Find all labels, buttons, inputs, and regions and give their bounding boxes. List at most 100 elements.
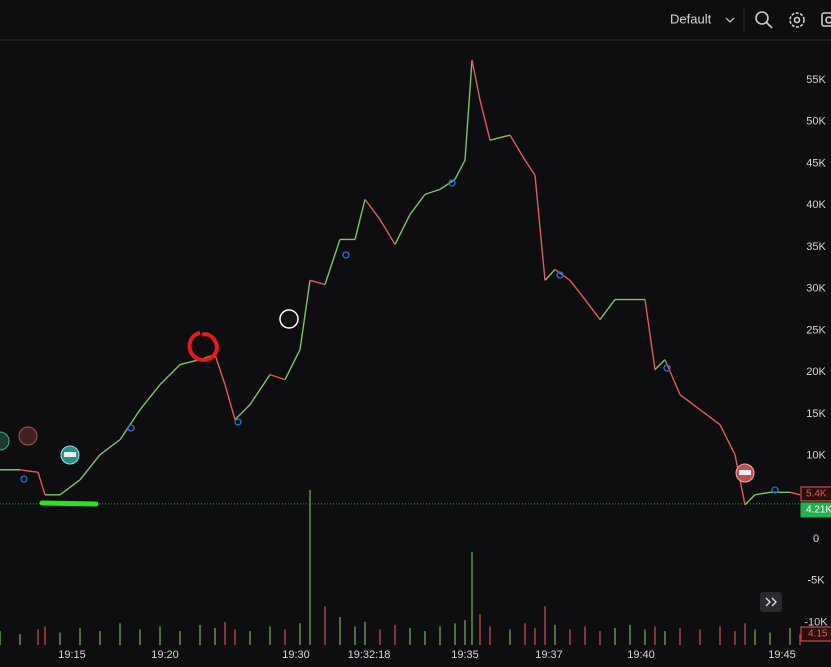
volume-bar bbox=[224, 621, 226, 645]
price-label-box bbox=[800, 502, 831, 518]
volume-bar bbox=[59, 632, 61, 645]
price-segment bbox=[534, 175, 546, 281]
annotations bbox=[0, 179, 782, 612]
volume-bar bbox=[629, 624, 631, 645]
volume-bar bbox=[0, 631, 1, 645]
volume-bar bbox=[789, 627, 791, 645]
scroll-button[interactable] bbox=[760, 592, 782, 612]
x-tick-label: 19:40 bbox=[627, 649, 655, 661]
price-segment bbox=[59, 479, 81, 496]
volume-bar bbox=[534, 627, 536, 645]
price-segment bbox=[19, 469, 39, 473]
price-segment bbox=[424, 188, 441, 196]
volume-bar bbox=[37, 629, 39, 645]
price-segment bbox=[214, 354, 226, 385]
volume-bar bbox=[744, 623, 746, 645]
volume-bar bbox=[159, 626, 161, 645]
volume-bar bbox=[479, 614, 481, 645]
x-tick-label: 19:35 bbox=[451, 649, 479, 661]
volume-bar bbox=[471, 552, 473, 645]
x-tick-label: 19:37 bbox=[535, 649, 563, 661]
price-segment bbox=[789, 491, 801, 496]
volume-bar bbox=[614, 627, 616, 645]
camera-icon[interactable] bbox=[821, 12, 831, 27]
hand-drawn-circle bbox=[187, 331, 219, 362]
volume-bar bbox=[99, 631, 101, 645]
x-tick-label: 19:20 bbox=[151, 649, 179, 661]
volume-bar bbox=[309, 490, 311, 645]
volume-bar bbox=[554, 624, 556, 645]
volume-bar bbox=[644, 629, 646, 645]
price-segment bbox=[439, 178, 456, 190]
x-tick-label: 19:30 bbox=[282, 649, 310, 661]
price-segment bbox=[159, 364, 181, 386]
volume-bar bbox=[364, 621, 366, 645]
trade-markers bbox=[20, 179, 779, 494]
y-tick-label: 0 bbox=[813, 533, 819, 545]
y-tick-label: 45K bbox=[806, 157, 826, 169]
price-segment bbox=[569, 279, 586, 300]
y-tick-label: 55K bbox=[806, 74, 826, 86]
price-segment bbox=[524, 159, 536, 176]
volume-bar bbox=[769, 632, 771, 645]
price-segment bbox=[409, 193, 426, 215]
price-segment bbox=[479, 99, 491, 141]
event-icon[interactable] bbox=[0, 431, 10, 451]
volume-bar bbox=[249, 631, 251, 645]
plot: 55K50K45K40K35K30K25K20K15K10K5K0-5K-10K… bbox=[0, 59, 831, 661]
volume-bar bbox=[179, 631, 181, 645]
volume-bar bbox=[664, 631, 666, 645]
search-icon[interactable] bbox=[755, 11, 773, 29]
volume-bar bbox=[354, 626, 356, 645]
y-tick-label: 15K bbox=[806, 408, 826, 420]
y-tick-label: 25K bbox=[806, 324, 826, 336]
volume-bar bbox=[719, 626, 721, 645]
price-label: 4.21K bbox=[806, 505, 831, 516]
x-tick-label: 19:45 bbox=[768, 649, 796, 661]
volume-bar bbox=[734, 631, 736, 645]
price-segment bbox=[654, 359, 666, 371]
price-segment bbox=[754, 491, 771, 496]
event-icon[interactable] bbox=[279, 309, 299, 329]
y-tick-label: 20K bbox=[806, 366, 826, 378]
price-segment bbox=[699, 409, 721, 426]
volume-bar bbox=[339, 617, 341, 645]
price-segment bbox=[139, 384, 161, 411]
y-tick-label: 50K bbox=[806, 116, 826, 128]
volume-bar bbox=[379, 629, 381, 645]
price-segment bbox=[464, 59, 473, 161]
price-segment bbox=[544, 269, 556, 281]
event-icon[interactable] bbox=[18, 426, 38, 446]
price-segment bbox=[354, 199, 366, 240]
settings-icon[interactable] bbox=[789, 12, 805, 28]
volume-label: 4.15 bbox=[808, 629, 828, 640]
price-segment bbox=[234, 404, 251, 421]
price-segment bbox=[584, 299, 601, 320]
volume-bar bbox=[524, 623, 526, 645]
scroll-icon bbox=[765, 597, 777, 607]
volume-bar bbox=[394, 624, 396, 645]
volume-bar bbox=[214, 627, 216, 645]
price-segment bbox=[744, 494, 756, 506]
volume-label-box bbox=[800, 626, 831, 642]
price-segment bbox=[309, 279, 326, 286]
price-segment bbox=[269, 373, 286, 381]
volume-bar bbox=[699, 629, 701, 645]
y-tick-label: 10K bbox=[806, 449, 826, 461]
volume-bar bbox=[139, 629, 141, 645]
volume-bar bbox=[569, 629, 571, 645]
layout-name[interactable]: Default bbox=[670, 11, 712, 26]
volume-bar bbox=[19, 634, 21, 645]
price-segment bbox=[679, 394, 701, 411]
dropdown-arrow[interactable] bbox=[725, 17, 735, 23]
y-tick-label: 40K bbox=[806, 199, 826, 211]
volume-bar bbox=[234, 629, 236, 645]
hand-drawn-underline bbox=[39, 500, 99, 507]
price-segment bbox=[644, 299, 656, 370]
volume-bar bbox=[119, 623, 121, 645]
price-segment bbox=[489, 134, 511, 141]
volume-bar bbox=[199, 624, 201, 645]
volume-bar bbox=[464, 620, 466, 645]
